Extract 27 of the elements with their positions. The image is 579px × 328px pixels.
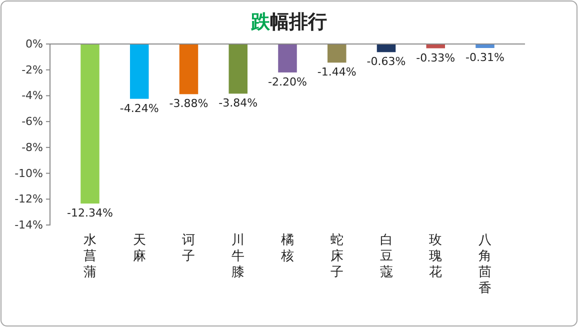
y-tick-label: -8% bbox=[22, 140, 43, 154]
data-label: -0.31% bbox=[466, 51, 504, 64]
x-tick-label: 诃子 bbox=[182, 233, 196, 264]
y-tick-label: -2% bbox=[22, 63, 43, 76]
y-tick-label: -10% bbox=[14, 166, 43, 180]
data-label: -0.33% bbox=[416, 51, 456, 64]
x-tick-label: 川牛膝 bbox=[232, 233, 245, 280]
data-label: -2.20% bbox=[268, 75, 307, 88]
y-tick-label: -14% bbox=[14, 218, 43, 232]
data-label: -3.88% bbox=[169, 97, 208, 110]
x-tick-label: 蛇床子 bbox=[330, 233, 344, 280]
data-label: -3.84% bbox=[218, 96, 258, 110]
y-tick-label: -4% bbox=[22, 89, 43, 102]
x-tick-label: 玫瑰花 bbox=[429, 233, 442, 280]
x-tick-label: 天麻 bbox=[132, 233, 146, 264]
data-label: -4.24% bbox=[120, 102, 159, 115]
data-label: -0.63% bbox=[366, 55, 406, 68]
data-label: -12.34% bbox=[67, 206, 113, 220]
y-tick-label: 0% bbox=[26, 38, 43, 51]
data-label: -1.44% bbox=[317, 66, 356, 79]
x-tick-label: 橘核 bbox=[280, 233, 294, 264]
y-tick-label: -12% bbox=[14, 192, 43, 206]
y-tick-label: -6% bbox=[22, 115, 43, 128]
x-tick-label: 水菖蒲 bbox=[83, 233, 96, 280]
x-tick-label: 八角茴香 bbox=[478, 233, 492, 296]
x-tick-label: 白豆蔻 bbox=[380, 233, 393, 280]
chart-title: 跌幅排行 bbox=[250, 11, 327, 33]
